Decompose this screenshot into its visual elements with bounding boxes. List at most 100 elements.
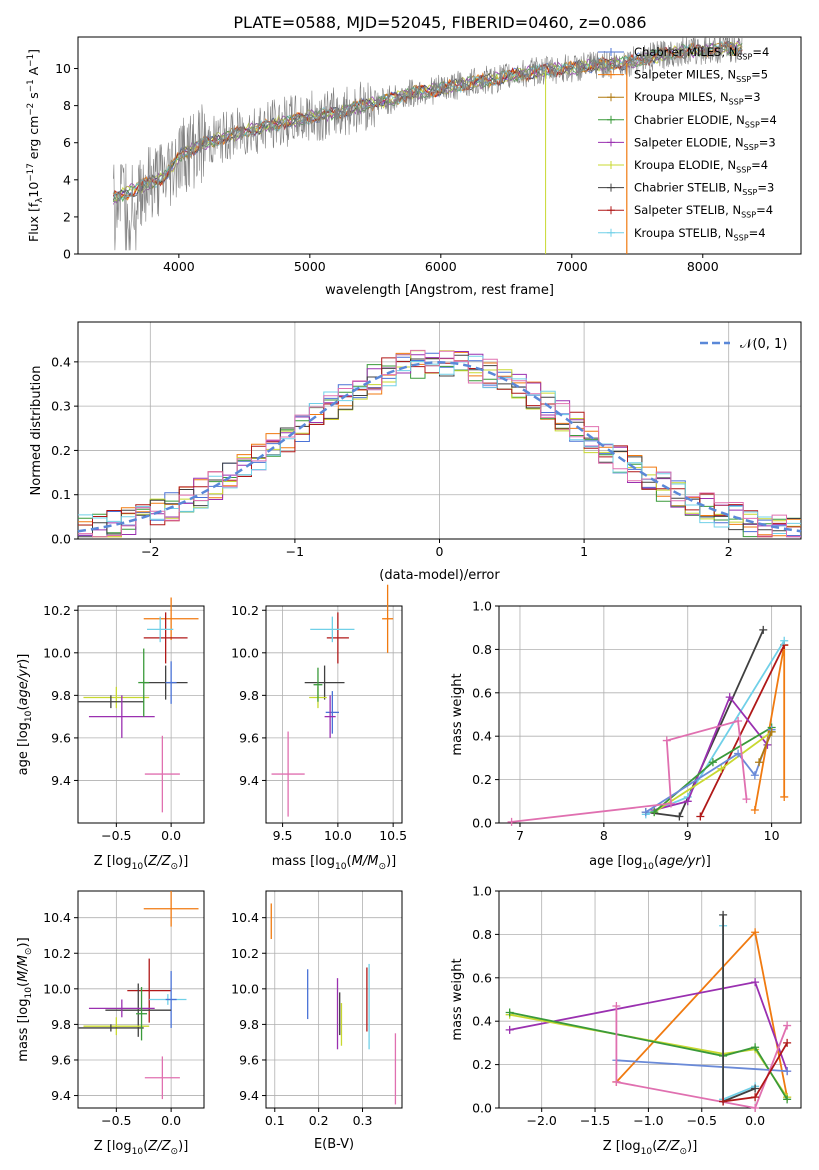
plus-marker — [734, 717, 743, 726]
mass-weight-series — [612, 1002, 792, 1112]
errorbar-point — [78, 1024, 144, 1032]
mass-weight-series — [719, 1038, 792, 1106]
legend-label: Chabrier ELODIE, NSSP=4 — [634, 113, 777, 129]
model-line — [112, 40, 743, 201]
plus-marker — [662, 736, 671, 745]
y-tick-label: 9.6 — [239, 730, 259, 745]
x-tick-label: 0.3 — [353, 1113, 373, 1128]
mass-weight-series — [719, 910, 760, 1106]
plus-marker — [719, 910, 728, 919]
errorbar-point — [127, 958, 172, 1023]
errorbar-point — [325, 691, 339, 734]
x-tick-label: 5000 — [294, 259, 326, 274]
x-tick-label: −2 — [141, 544, 159, 559]
y-axis-label: Normed distribution — [29, 366, 44, 496]
x-axis-label: (data-model)/error — [379, 568, 500, 583]
plus-marker — [751, 1104, 760, 1112]
massweight_vs_Z-frame — [498, 890, 802, 1109]
errorbar-point — [324, 695, 336, 738]
y-tick-label: 10.2 — [231, 946, 259, 961]
age_vs_Z-axes: −0.5 0.0 9.4 9.6 9.8 10.0 10.2 — [43, 603, 205, 843]
mass-weight-series — [755, 727, 776, 767]
spectrum-series — [112, 37, 743, 254]
y-tick-label: 9.4 — [239, 1088, 259, 1103]
legend-marker — [607, 70, 615, 79]
plus-marker — [780, 792, 789, 801]
plus-marker — [666, 799, 675, 808]
plus-marker — [612, 1077, 621, 1086]
y-tick-label: 9.4 — [51, 1088, 71, 1103]
y-tick-label: 4 — [63, 172, 71, 187]
errorbar-point — [165, 971, 177, 1028]
errorbar-point — [304, 665, 345, 700]
legend-marker — [607, 206, 615, 215]
x-tick-label: −0.5 — [101, 1113, 131, 1128]
x-tick-label: −2.0 — [527, 1113, 557, 1128]
x-axis-label: wavelength [Angstrom, rest frame] — [325, 283, 554, 298]
legend-marker — [607, 228, 615, 237]
y-tick-label: 10.4 — [43, 910, 71, 925]
observed-spectrum — [113, 37, 743, 251]
y-tick-label: 0.2 — [51, 443, 71, 458]
y-tick-label: 0.4 — [472, 1014, 492, 1029]
y-tick-label: 0.2 — [472, 1057, 492, 1072]
errorbar-point — [143, 612, 188, 664]
x-tick-label: 9.5 — [273, 828, 293, 843]
plus-marker — [650, 808, 659, 817]
x-tick-label: 0.0 — [161, 1113, 181, 1128]
y-tick-label: 0.8 — [472, 927, 492, 942]
plus-marker — [783, 1095, 792, 1104]
y-tick-label: 10.2 — [43, 946, 71, 961]
x-tick-label: 10.5 — [379, 828, 407, 843]
errorbar-point — [83, 686, 150, 709]
plus-marker — [505, 1008, 514, 1017]
x-tick-label: 7000 — [556, 259, 588, 274]
errorbar-point — [105, 983, 172, 1037]
y-tick-label: 0.6 — [472, 685, 492, 700]
errorbar-point — [143, 597, 199, 641]
series-line — [615, 1006, 788, 1110]
legend-marker — [607, 138, 615, 147]
plus-marker — [683, 797, 692, 806]
plus-marker — [717, 764, 726, 773]
series-line — [722, 914, 756, 1103]
plus-marker — [742, 795, 751, 804]
plus-marker — [750, 771, 759, 780]
plus-marker — [751, 1093, 760, 1102]
y-tick-label: 9.8 — [239, 1017, 259, 1032]
plus-marker — [507, 817, 516, 826]
plus-marker — [751, 928, 760, 937]
mass-weight-series — [641, 625, 768, 821]
y-tick-label: 10.0 — [231, 645, 259, 660]
y-tick-label: 9.8 — [51, 1017, 71, 1032]
errorbar-point — [165, 661, 177, 704]
y-axis-label: mass weight — [450, 958, 465, 1040]
mass_vs_EBV-frame — [265, 890, 403, 1109]
errorbar-point — [313, 667, 323, 702]
y-axis-label: mass weight — [450, 673, 465, 755]
y-tick-label: 0.4 — [51, 354, 71, 369]
age_vs_mass-frame — [265, 605, 403, 824]
age_vs_Z-frame — [77, 605, 205, 824]
x-tick-label: 0.0 — [161, 828, 181, 843]
mass-weight-series — [696, 641, 789, 821]
x-tick-label: −1 — [286, 544, 304, 559]
y-axis-label: age [log10(age/yr)] — [16, 654, 34, 776]
y-tick-label: 1.0 — [472, 884, 492, 899]
y-tick-label: 0.0 — [472, 816, 492, 831]
plus-marker — [751, 978, 760, 987]
model-line — [112, 40, 743, 198]
y-tick-label: 9.8 — [239, 688, 259, 703]
y-tick-label: 9.8 — [51, 688, 71, 703]
x-tick-label: 0.0 — [745, 1113, 765, 1128]
x-tick-label: 9 — [684, 828, 692, 843]
x-tick-label: 10 — [764, 828, 780, 843]
y-tick-label: 10.2 — [231, 603, 259, 618]
normal-curve — [77, 361, 802, 533]
histogram-step — [78, 355, 801, 534]
plus-marker — [783, 1021, 792, 1030]
x-tick-label: 0.1 — [265, 1113, 285, 1128]
x-tick-label: 8 — [600, 828, 608, 843]
plus-marker — [725, 693, 734, 702]
